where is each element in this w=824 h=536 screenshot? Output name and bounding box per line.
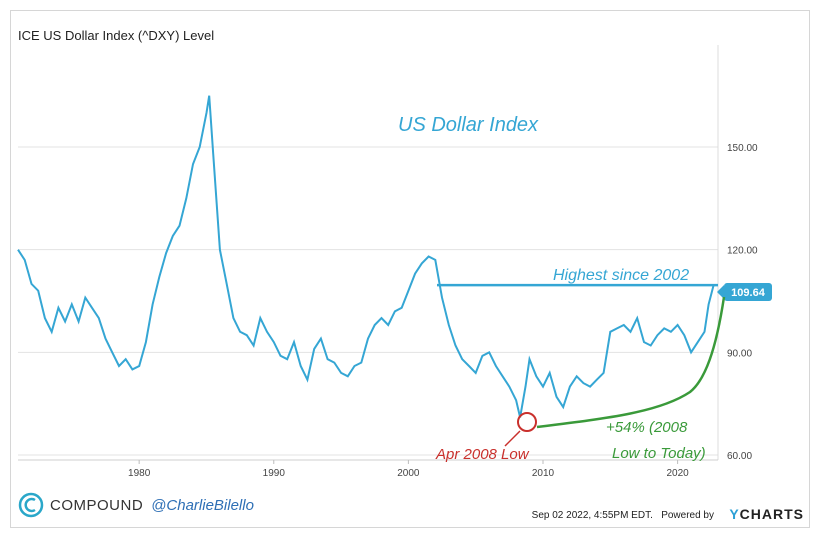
brand-handle: @CharlieBilello [151,496,254,514]
compound-logo-icon [18,492,44,518]
ycharts-logo: YCHARTS [729,506,804,522]
chart-frame [10,10,810,528]
ycharts-rest: CHARTS [739,506,804,522]
y-tick-labels: 60.00 90.00 120.00 150.00 [727,143,758,462]
y-tick-label: 90.00 [727,348,752,359]
annotation-chart-label: US Dollar Index [398,114,539,136]
x-tick-labels: 1980 1990 2000 2010 2020 [128,460,689,479]
chart-title: ICE US Dollar Index (^DXY) Level [18,28,215,43]
y-tick-label: 120.00 [727,246,758,257]
gridlines [18,45,719,461]
x-tick-label: 1980 [128,468,151,479]
ycharts-y: Y [729,506,740,522]
current-value-badge-bg [724,283,772,301]
annotation-low-label: Apr 2008 Low [435,446,530,463]
current-value-badge-arrow [717,285,724,299]
compound-brand: COMPOUND @CharlieBilello [18,492,254,518]
brand-name: COMPOUND [50,496,144,514]
y-tick-label: 150.00 [727,143,758,154]
series-line-dxy [17,95,715,418]
y-tick-label: 60.00 [727,451,752,462]
annotation-highest-label: Highest since 2002 [553,267,689,284]
current-value-badge: 109.64 [717,283,772,301]
x-tick-label: 2000 [397,468,420,479]
annotation-gain-label-1: +54% (2008 [606,419,688,436]
footer-timestamp: Sep 02 2022, 4:55PM EDT. Powered by [532,510,714,521]
annotation-gain-label-2: Low to Today) [612,445,706,462]
annotation-low-circle [517,412,537,432]
x-tick-label: 1990 [263,468,286,479]
x-tick-label: 2020 [666,468,689,479]
annotation-gain-curve [536,296,726,429]
annotation-low-pointer [504,430,521,447]
timestamp-text: Sep 02 2022, 4:55PM EDT. [531,510,653,521]
powered-by-text: Powered by [661,510,714,521]
x-tick-label: 2010 [532,468,555,479]
current-value-label: 109.64 [731,287,766,299]
